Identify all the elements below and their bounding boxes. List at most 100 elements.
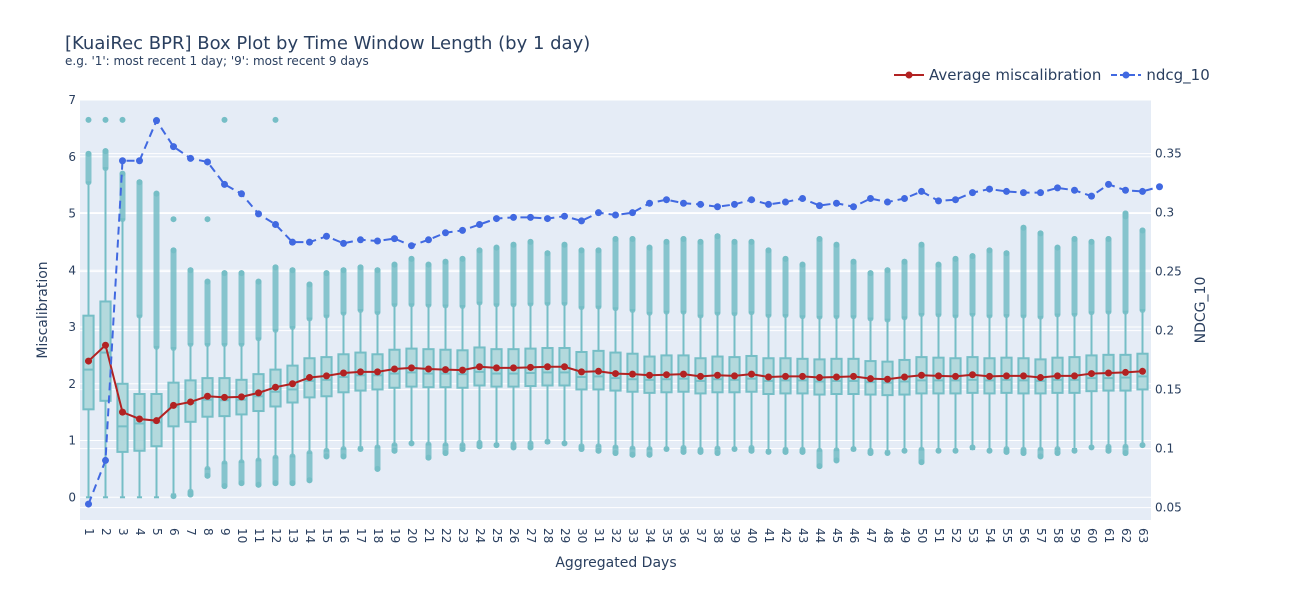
outlier-point xyxy=(425,261,432,268)
series-point-miscalibration xyxy=(527,363,534,371)
series-point-ndcg xyxy=(697,200,704,208)
outlier-point xyxy=(1020,450,1027,457)
outlier-point xyxy=(663,446,670,453)
legend-item-ndcg[interactable]: ndcg_10 xyxy=(1111,66,1210,84)
series-point-ndcg xyxy=(408,242,415,250)
outlier-point xyxy=(85,150,92,157)
outlier-point xyxy=(697,448,704,455)
outlier-point xyxy=(221,116,228,123)
outlier-point xyxy=(544,438,551,445)
series-point-miscalibration xyxy=(425,365,432,373)
y-tick-label: 6 xyxy=(68,150,76,164)
outlier-point xyxy=(867,270,874,277)
series-point-ndcg xyxy=(306,238,313,246)
series-point-miscalibration xyxy=(323,372,330,380)
outlier-point xyxy=(510,444,517,451)
x-tick-label: 11 xyxy=(252,528,266,543)
outlier-point xyxy=(1003,448,1010,455)
outlier-point xyxy=(374,465,381,472)
outlier-point xyxy=(1054,450,1061,457)
series-point-miscalibration xyxy=(272,383,279,391)
series-point-ndcg xyxy=(238,190,245,198)
outlier-point xyxy=(561,241,568,248)
outlier-point xyxy=(85,116,92,123)
series-point-ndcg xyxy=(153,117,160,125)
x-tick-label: 34 xyxy=(643,528,657,543)
x-tick-label: 40 xyxy=(745,528,759,543)
outlier-point xyxy=(221,482,228,489)
outlier-point xyxy=(1122,450,1129,457)
outlier-point xyxy=(306,281,313,288)
x-tick-label: 54 xyxy=(983,528,997,543)
outlier-point xyxy=(493,442,500,449)
legend-item-average-miscalibration[interactable]: Average miscalibration xyxy=(894,66,1101,84)
series-point-ndcg xyxy=(782,198,789,206)
series-point-ndcg xyxy=(833,199,840,207)
series-point-ndcg xyxy=(799,195,806,203)
series-point-miscalibration xyxy=(867,375,874,383)
x-tick-label: 57 xyxy=(1034,528,1048,543)
series-point-ndcg xyxy=(867,195,874,203)
series-point-ndcg xyxy=(374,237,381,245)
series-point-miscalibration xyxy=(187,398,194,406)
series-point-miscalibration xyxy=(1071,372,1078,380)
outlier-point xyxy=(187,267,194,274)
x-tick-label: 58 xyxy=(1051,528,1065,543)
outlier-point xyxy=(187,491,194,498)
outlier-point xyxy=(1122,213,1129,220)
x-tick-label: 29 xyxy=(558,528,572,543)
outlier-point xyxy=(663,238,670,245)
x-tick-label: 45 xyxy=(830,528,844,543)
series-point-ndcg xyxy=(255,210,262,218)
x-tick-label: 41 xyxy=(762,528,776,543)
x-axis-ticks: 1 2 3 4 5 6 7 8 9 10 11 12 13 14 15 16 17 18 19 20 21 22 23 24 2… xyxy=(82,528,1150,543)
x-tick-label: 55 xyxy=(1000,528,1014,543)
series-point-ndcg xyxy=(680,199,687,207)
x-tick-label: 32 xyxy=(609,528,623,543)
outlier-point xyxy=(748,238,755,245)
outlier-point xyxy=(340,267,347,274)
x-tick-label: 46 xyxy=(847,528,861,543)
series-point-miscalibration xyxy=(1054,372,1061,380)
series-point-miscalibration xyxy=(1003,372,1010,380)
series-lines xyxy=(85,117,1163,508)
series-point-ndcg xyxy=(731,200,738,208)
series-point-ndcg xyxy=(323,232,330,240)
series-point-ndcg xyxy=(1054,184,1061,192)
y-tick-label: 2 xyxy=(68,377,76,391)
outlier-point xyxy=(391,261,398,268)
outlier-point xyxy=(136,179,143,186)
outlier-point xyxy=(170,247,177,254)
series-point-ndcg xyxy=(1105,180,1112,188)
outlier-point xyxy=(629,451,636,458)
series-point-ndcg xyxy=(425,236,432,244)
series-point-ndcg xyxy=(816,202,823,210)
outlier-point xyxy=(408,440,415,447)
y-tick-label: 3 xyxy=(68,320,76,334)
series-point-miscalibration xyxy=(1037,374,1044,382)
outlier-point xyxy=(238,270,245,277)
outlier-point xyxy=(425,454,432,461)
series-point-miscalibration xyxy=(170,401,177,409)
legend: Average miscalibration ndcg_10 xyxy=(894,64,1220,86)
series-point-miscalibration xyxy=(731,372,738,380)
x-tick-label: 1 xyxy=(82,528,96,536)
outlier-point xyxy=(850,258,857,265)
outlier-point xyxy=(612,450,619,457)
outlier-point xyxy=(510,241,517,248)
outlier-point xyxy=(323,270,330,277)
series-point-miscalibration xyxy=(612,370,619,378)
outlier-point xyxy=(1088,444,1095,451)
x-tick-label: 31 xyxy=(592,528,606,543)
outlier-point xyxy=(272,264,279,271)
outlier-point xyxy=(1037,230,1044,237)
series-point-ndcg xyxy=(85,500,92,508)
x-tick-label: 59 xyxy=(1068,528,1082,543)
outlier-point xyxy=(986,247,993,254)
series-point-miscalibration xyxy=(884,375,891,383)
series-point-ndcg xyxy=(1020,189,1027,197)
x-tick-label: 4 xyxy=(133,528,147,536)
series-point-ndcg xyxy=(289,238,296,246)
outlier-point xyxy=(442,258,449,265)
outlier-point xyxy=(782,448,789,455)
